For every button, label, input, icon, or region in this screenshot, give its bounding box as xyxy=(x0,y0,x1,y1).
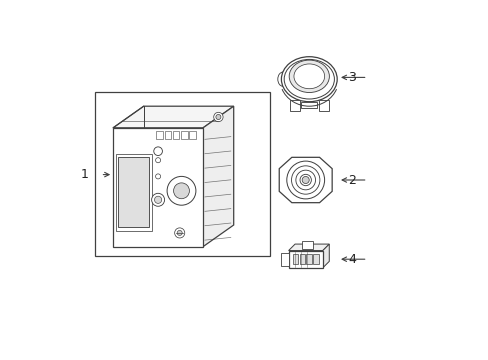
Circle shape xyxy=(155,174,160,179)
Circle shape xyxy=(174,228,184,238)
Circle shape xyxy=(177,230,182,235)
Bar xyxy=(181,131,187,139)
Ellipse shape xyxy=(281,57,337,102)
Polygon shape xyxy=(288,244,328,251)
Circle shape xyxy=(155,158,160,163)
Polygon shape xyxy=(279,157,331,203)
Circle shape xyxy=(213,112,223,122)
Circle shape xyxy=(151,193,164,206)
Bar xyxy=(288,251,322,268)
Bar xyxy=(289,100,299,111)
Circle shape xyxy=(215,114,221,120)
Bar xyxy=(302,242,312,249)
Bar xyxy=(118,157,149,227)
Polygon shape xyxy=(322,244,328,268)
Text: 2: 2 xyxy=(347,174,355,186)
Bar xyxy=(313,255,318,264)
Bar xyxy=(189,131,196,139)
Text: 3: 3 xyxy=(347,71,355,84)
Bar xyxy=(301,102,317,108)
Bar xyxy=(306,255,311,264)
Circle shape xyxy=(154,196,162,203)
Ellipse shape xyxy=(302,176,308,184)
Polygon shape xyxy=(280,253,288,266)
Ellipse shape xyxy=(293,64,324,89)
Bar xyxy=(115,154,152,231)
Bar xyxy=(172,131,179,139)
Bar xyxy=(95,92,269,256)
Text: 1: 1 xyxy=(81,168,89,181)
Bar xyxy=(318,100,328,111)
Polygon shape xyxy=(113,128,203,247)
Bar xyxy=(164,131,171,139)
Text: 4: 4 xyxy=(347,253,355,266)
Bar xyxy=(299,255,305,264)
Circle shape xyxy=(167,176,196,205)
Circle shape xyxy=(153,147,162,156)
Polygon shape xyxy=(203,106,233,247)
Bar xyxy=(292,255,298,264)
Polygon shape xyxy=(113,106,233,128)
Circle shape xyxy=(173,183,189,199)
Ellipse shape xyxy=(277,72,288,86)
Ellipse shape xyxy=(288,60,329,93)
Bar xyxy=(156,131,163,139)
